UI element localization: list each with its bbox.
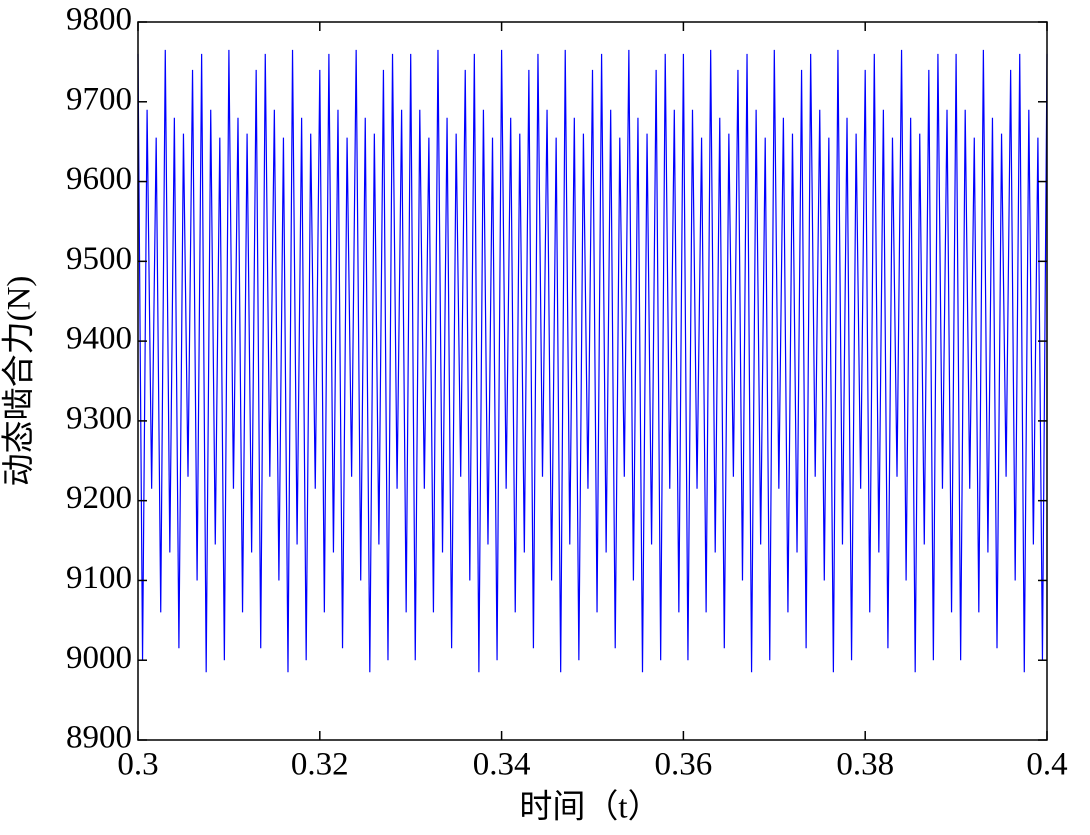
- plot-frame: [137, 21, 1048, 741]
- x-tick-label: 0.36: [655, 747, 713, 783]
- y-tick-label: 9000: [66, 640, 132, 676]
- x-axis-label: 时间（t）: [519, 790, 660, 826]
- y-tick-label: 9300: [66, 400, 132, 436]
- y-tick-label: 8900: [66, 720, 132, 756]
- x-tick-label: 0.34: [473, 747, 531, 783]
- y-tick-label: 9800: [66, 2, 132, 38]
- y-tick-label: 9200: [66, 480, 132, 516]
- x-tick-label: 0.3: [117, 747, 158, 783]
- x-tick-label: 0.4: [1026, 747, 1067, 783]
- x-tick-label: 0.32: [291, 747, 349, 783]
- y-tick-label: 9400: [66, 321, 132, 357]
- y-tick-label: 9700: [66, 81, 132, 117]
- data-line: [137, 49, 1048, 673]
- y-tick-label: 9600: [66, 161, 132, 197]
- y-tick-label: 9500: [66, 241, 132, 277]
- y-axis-label: 动态啮合力(N): [1, 276, 38, 487]
- x-tick-label: 0.38: [836, 747, 894, 783]
- y-tick-label: 9100: [66, 560, 132, 596]
